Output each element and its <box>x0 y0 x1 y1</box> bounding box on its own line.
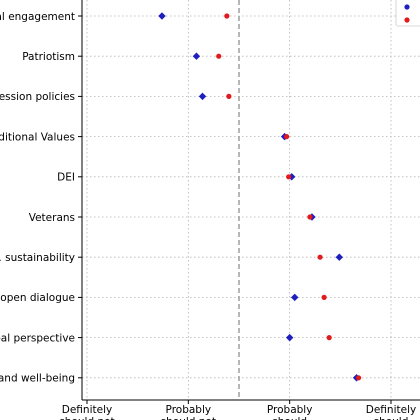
series-0-point <box>285 333 294 342</box>
x-tick-sublabel: should not <box>161 416 216 420</box>
x-tick-sublabel: should <box>272 416 307 420</box>
x-tick-sublabel: should <box>374 416 409 420</box>
y-tick-label: xpression policies <box>0 91 75 103</box>
series-1-point <box>307 214 313 220</box>
series-0-point <box>192 52 201 60</box>
y-tick-label: and open dialogue <box>0 292 75 304</box>
x-tick-sublabel: should not <box>59 416 114 420</box>
y-tick-label: Veterans <box>29 212 75 224</box>
series-1-point <box>317 254 323 260</box>
axis-layer <box>78 0 420 404</box>
x-tick-label: Definitely <box>62 404 112 416</box>
y-tick-label: Patriotism <box>22 51 75 63</box>
data-markers <box>158 12 362 382</box>
x-tick-label: Definitely <box>366 404 416 416</box>
legend-marker-1 <box>404 17 410 23</box>
grid-layer <box>82 0 420 400</box>
y-tick-label: Env. sustainability <box>0 252 75 264</box>
y-tick-label: ical engagement <box>0 11 75 23</box>
series-0-point <box>198 92 207 101</box>
legend-marker-0 <box>404 4 410 10</box>
x-tick-label: Probably <box>267 404 313 416</box>
series-1-point <box>321 294 327 300</box>
series-0-point <box>158 12 166 20</box>
y-tick-label: lobal perspective <box>0 332 75 344</box>
legend <box>395 0 420 27</box>
y-tick-label: DEI <box>57 172 75 184</box>
y-tick-label: Traditional Values <box>0 131 75 143</box>
series-1-point <box>224 13 230 19</box>
series-1-point <box>226 93 232 99</box>
y-tick-label: th and well-being <box>0 373 75 385</box>
series-1-point <box>286 174 292 180</box>
x-tick-label: Probably <box>166 404 212 416</box>
y-tick-labels: ical engagement Patriotism xpression polic… <box>0 11 75 385</box>
x-tick-labels: Definitelyshould notProbablyshould notPr… <box>59 404 416 420</box>
series-1-point <box>326 335 332 341</box>
legend-box <box>395 0 420 27</box>
series-0-point <box>291 293 299 302</box>
series-1-point <box>355 375 362 381</box>
series-0-point <box>335 253 344 261</box>
series-1-point <box>216 53 222 59</box>
series-1-point <box>284 134 290 140</box>
